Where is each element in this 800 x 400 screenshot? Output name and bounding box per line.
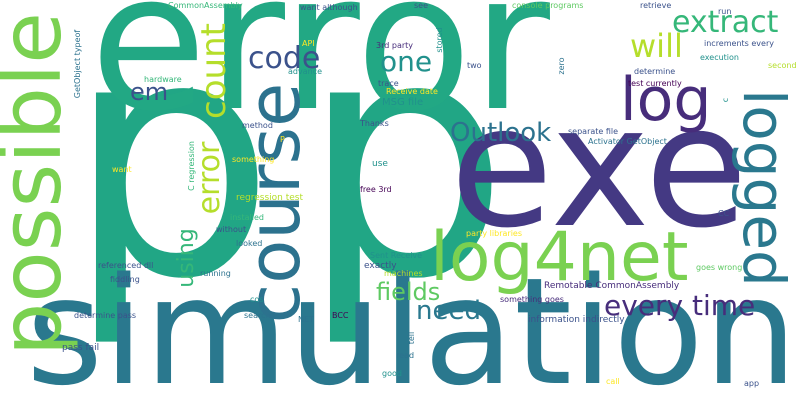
- word-simulation: simulation: [26, 246, 798, 400]
- word-machines: machines: [384, 269, 423, 278]
- word-NET: NET: [298, 315, 314, 324]
- word-read: read: [396, 351, 415, 360]
- word-method: method: [242, 121, 273, 130]
- word-good: good: [382, 369, 402, 378]
- word-API: API: [302, 39, 315, 48]
- word-hardware: hardware: [144, 75, 182, 84]
- word-will: will: [630, 27, 683, 65]
- word-referenced-dll: referenced dll: [98, 261, 154, 270]
- word-information-indirectly: information indirectly: [528, 315, 625, 325]
- word-every-time: every time: [604, 289, 756, 322]
- word-em: em: [130, 78, 169, 106]
- word-P: P: [280, 135, 285, 144]
- word-3rd-party: 3rd party: [376, 41, 413, 50]
- word-console-programs: console programs: [512, 1, 584, 10]
- word-goes-wrong: goes wrong: [696, 263, 743, 272]
- word-count: count: [194, 23, 234, 119]
- word-free-3rd: free 3rd: [360, 185, 392, 194]
- word-without: without: [216, 225, 247, 234]
- word-looked: looked: [236, 239, 263, 248]
- word-C-regression: C regression: [187, 141, 196, 191]
- word-want: want: [112, 165, 132, 174]
- word-zero: zero: [557, 57, 566, 75]
- word-cos: cos: [250, 295, 264, 304]
- word-use: use: [372, 159, 388, 169]
- word-call: call: [606, 377, 620, 386]
- word-log4net: log4net: [430, 218, 689, 297]
- word-execution: execution: [700, 53, 739, 62]
- word-log: log: [620, 65, 712, 135]
- word-Activator-GetObject: Activator GetObject: [588, 137, 667, 146]
- word-installed: installed: [230, 213, 264, 222]
- word-tell: tell: [407, 331, 416, 345]
- word-logged: logged: [730, 89, 798, 287]
- word-need: need: [416, 296, 481, 326]
- word-app: app: [744, 379, 760, 388]
- word-test-currently: test currently: [628, 79, 682, 88]
- word-course: course: [232, 82, 316, 324]
- word-exactly: exactly: [364, 261, 397, 271]
- word-fiddling: fiddling: [110, 275, 140, 284]
- word-something-goes: something goes: [500, 295, 564, 304]
- word-extract: extract: [672, 5, 779, 40]
- word-regression-test: regression test: [236, 193, 304, 203]
- word-Sent-Receive: Sent Receive: [370, 251, 423, 260]
- word-separate-file: separate file: [568, 127, 619, 136]
- word-error-small: error: [192, 141, 227, 215]
- word-GetObject-typeof: GetObject typeof: [73, 29, 82, 99]
- word-BCC: BCC: [332, 311, 349, 320]
- word-trace: trace: [378, 79, 399, 88]
- word-see: see: [414, 1, 429, 10]
- word-MSG-file: MSG file: [382, 97, 424, 108]
- word-p-left: p: [66, 0, 276, 351]
- word-two: two: [467, 61, 482, 70]
- word-stored: stored: [435, 27, 444, 53]
- word-c: c: [721, 97, 730, 103]
- word-using: using: [174, 228, 199, 288]
- word-retrieve: retrieve: [640, 1, 672, 10]
- word-Remotable-CommonAssembly: Remotable CommonAssembly: [544, 281, 680, 291]
- word-something: something: [232, 155, 275, 164]
- word-fields: fields: [376, 278, 441, 306]
- word-error: error: [90, 0, 550, 153]
- word-p-right: p: [300, 0, 510, 351]
- word-possible: possible: [0, 12, 80, 356]
- word-CC: CC: [718, 209, 730, 218]
- word-Thanks: Thanks: [360, 119, 389, 128]
- word-code: code: [248, 41, 321, 76]
- word-party-libraries: party libraries: [466, 229, 522, 238]
- word-exe: exe: [450, 69, 749, 265]
- word-determine-pass: determine pass: [74, 311, 137, 320]
- word-advance: advance: [288, 67, 323, 76]
- word-increments-every: increments every: [704, 39, 774, 48]
- word-second: second: [768, 61, 797, 70]
- word-Receive-date: Receive date: [386, 87, 438, 96]
- word-running: running: [200, 269, 231, 278]
- word-one: one: [380, 45, 433, 78]
- word-want-although: want although: [300, 3, 358, 12]
- word-CommonAssembly: CommonAssembly: [168, 1, 243, 10]
- word-Outlook: Outlook: [450, 118, 552, 148]
- word-run: run: [718, 7, 732, 16]
- word-determine: determine: [634, 67, 676, 76]
- word-pass-fail: pass fail: [62, 343, 100, 353]
- word-search: search: [244, 311, 271, 320]
